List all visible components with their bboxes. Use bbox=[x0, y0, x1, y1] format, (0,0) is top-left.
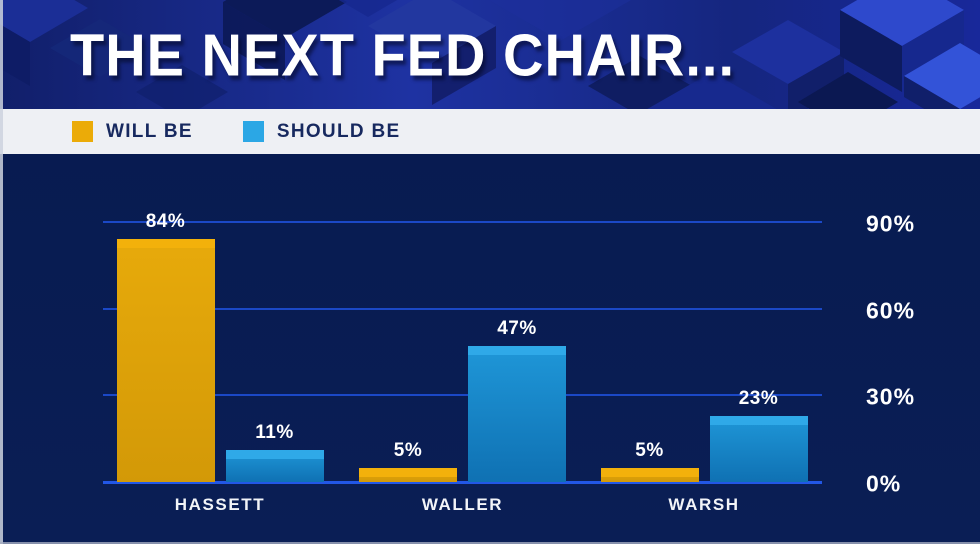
value-label-will-be-warsh: 5% bbox=[635, 439, 664, 461]
bar-chart: 0% 30% 60% 90% 84% 5% 5% 11% 47% 23% HASSETT WALLER… bbox=[0, 154, 980, 544]
isometric-cubes-background bbox=[0, 0, 980, 109]
should-be-swatch-icon bbox=[242, 121, 264, 142]
bar-will-be-warsh bbox=[600, 467, 699, 482]
page-title: THE NEXT FED CHAIR... bbox=[70, 21, 736, 88]
legend: WILL BE SHOULD BE bbox=[0, 109, 980, 154]
should-be-label: SHOULD BE bbox=[276, 120, 401, 142]
bar-cap bbox=[359, 467, 457, 477]
value-label-will-be-hassett: 84% bbox=[145, 211, 186, 233]
gridline-0 bbox=[103, 480, 822, 484]
x-axis-label-waller: WALLER bbox=[421, 495, 504, 514]
bar-should-be-waller bbox=[468, 346, 566, 482]
bar-will-be-hassett bbox=[116, 239, 215, 482]
value-label-should-be-warsh: 23% bbox=[738, 387, 779, 409]
left-edge-line bbox=[0, 0, 3, 544]
bar-should-be-warsh bbox=[709, 415, 808, 482]
will-be-swatch-icon bbox=[72, 121, 93, 142]
bar-cap bbox=[116, 239, 215, 249]
gridline-60 bbox=[103, 307, 822, 310]
value-label-should-be-hassett: 11% bbox=[255, 422, 294, 444]
bar-will-be-waller bbox=[359, 467, 457, 482]
bar-cap bbox=[468, 346, 566, 356]
bar-cap bbox=[600, 467, 699, 477]
bottom-edge-line bbox=[0, 542, 980, 544]
legend-item-should-be: SHOULD BE bbox=[242, 120, 401, 143]
bar-cap bbox=[225, 450, 324, 460]
value-label-will-be-waller: 5% bbox=[393, 439, 423, 461]
gridline-30 bbox=[103, 394, 822, 397]
legend-item-will-be: WILL BE bbox=[72, 121, 193, 143]
header-banner: THE NEXT FED CHAIR... bbox=[0, 0, 980, 109]
gridline-90 bbox=[103, 221, 822, 223]
value-label-should-be-waller: 47% bbox=[497, 318, 537, 340]
y-axis-tick-label-30: 30% bbox=[866, 383, 916, 410]
bar-cap bbox=[709, 415, 808, 425]
x-axis-label-warsh: WARSH bbox=[668, 495, 740, 514]
x-axis-label-hassett: HASSETT bbox=[174, 495, 266, 514]
bar-should-be-hassett bbox=[225, 450, 324, 482]
y-axis-tick-label-60: 60% bbox=[866, 297, 916, 324]
y-axis-tick-label-90: 90% bbox=[866, 210, 916, 237]
y-axis-tick-label-0: 0% bbox=[866, 470, 902, 497]
will-be-label: WILL BE bbox=[106, 120, 193, 142]
